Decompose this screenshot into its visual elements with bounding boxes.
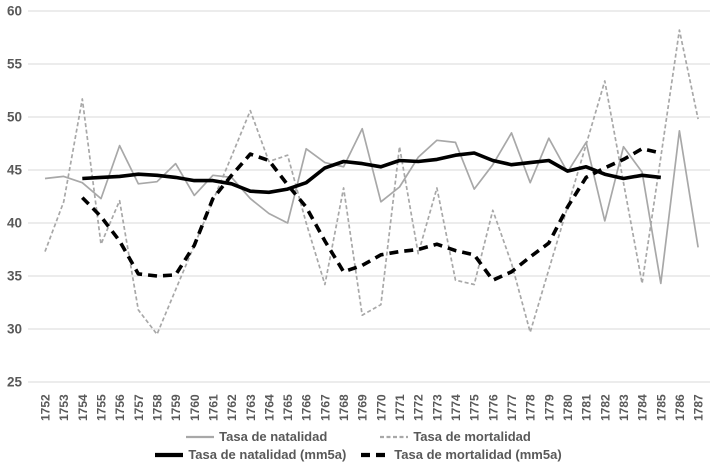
legend-label-natalidad-mm5a: Tasa de natalidad (mm5a) bbox=[188, 447, 347, 462]
mortalidad-line-swatch-icon bbox=[380, 435, 409, 438]
y-axis-tick-label-55: 55 bbox=[7, 57, 23, 72]
series-line-0-tasa-de-natalidad bbox=[44, 127, 699, 285]
legend-row-2: Tasa de natalidad (mm5a) Tasa de mortali… bbox=[154, 447, 562, 462]
line-chart-plot: 25 30 35 40 45 50 55 60 1752 1753 1754 1755 1756 1757… bbox=[7, 4, 710, 421]
x-axis-tick-label-1764: 1764 bbox=[262, 394, 276, 421]
x-axis-tick-label-1785: 1785 bbox=[654, 394, 668, 421]
x-axis-tick-label-1761: 1761 bbox=[206, 394, 220, 421]
x-axis-tick-label-1768: 1768 bbox=[337, 394, 351, 421]
x-axis-tick-label-1769: 1769 bbox=[356, 394, 370, 421]
x-axis-tick-label-1784: 1784 bbox=[636, 394, 650, 421]
legend-item-mortalidad-mm5a: Tasa de mortalidad (mm5a) bbox=[360, 447, 562, 462]
x-axis-tick-label-1770: 1770 bbox=[374, 394, 388, 421]
y-axis-tick-label-60: 60 bbox=[7, 4, 22, 19]
x-axis-tick-label-1782: 1782 bbox=[598, 394, 612, 421]
x-axis-tick-label-1757: 1757 bbox=[132, 394, 146, 421]
x-axis-tick-label-1763: 1763 bbox=[244, 394, 258, 421]
x-axis-tick-label-1783: 1783 bbox=[617, 394, 631, 421]
x-axis-tick-label-1786: 1786 bbox=[673, 394, 687, 421]
x-axis-tick-label-1755: 1755 bbox=[94, 394, 108, 421]
natalidad-line-swatch-icon bbox=[186, 435, 215, 438]
x-axis-tick-label-1759: 1759 bbox=[169, 394, 183, 421]
x-axis-tick-label-1753: 1753 bbox=[57, 394, 71, 421]
y-axis-tick-label-25: 25 bbox=[7, 375, 23, 390]
y-axis-tick-label-50: 50 bbox=[7, 110, 22, 125]
series-line-2-tasa-de-natalidad-mm5a- bbox=[82, 151, 662, 195]
x-axis-tick-label-1771: 1771 bbox=[393, 394, 407, 421]
x-axis-tick-label-1772: 1772 bbox=[412, 394, 426, 421]
x-axis-tick-label-1760: 1760 bbox=[188, 394, 202, 421]
legend-label-mortalidad: Tasa de mortalidad bbox=[413, 429, 531, 444]
x-axis-tick-label-1765: 1765 bbox=[281, 394, 295, 421]
natalidad-mm5a-line-swatch-icon bbox=[155, 452, 184, 457]
y-axis-tick-label-35: 35 bbox=[7, 269, 23, 284]
x-axis-tick-label-1787: 1787 bbox=[692, 394, 706, 421]
series-line-3-tasa-de-mortalidad-mm5a- bbox=[81, 147, 662, 282]
legend-label-natalidad: Tasa de natalidad bbox=[219, 429, 328, 444]
x-axis-tick-label-1775: 1775 bbox=[468, 394, 482, 421]
x-axis-tick-label-1752: 1752 bbox=[39, 394, 53, 421]
x-axis-tick-label-1777: 1777 bbox=[505, 394, 519, 421]
x-axis-tick-label-1754: 1754 bbox=[76, 394, 90, 421]
x-axis-tick-label-1766: 1766 bbox=[300, 394, 314, 421]
legend-item-natalidad: Tasa de natalidad bbox=[185, 429, 327, 444]
legend-item-mortalidad: Tasa de mortalidad bbox=[379, 429, 531, 444]
x-axis-tick-label-1776: 1776 bbox=[486, 394, 500, 421]
legend-row-1: Tasa de natalidad Tasa de mortalidad bbox=[185, 429, 531, 444]
x-axis-tick-label-1762: 1762 bbox=[225, 394, 239, 421]
y-axis-tick-label-30: 30 bbox=[7, 322, 22, 337]
x-axis-tick-label-1774: 1774 bbox=[449, 394, 463, 421]
x-axis-tick-label-1756: 1756 bbox=[113, 394, 127, 421]
x-axis-tick-label-1779: 1779 bbox=[542, 394, 556, 421]
x-axis-tick-label-1780: 1780 bbox=[561, 394, 575, 421]
y-axis-tick-label-40: 40 bbox=[7, 216, 22, 231]
x-axis-tick-label-1778: 1778 bbox=[524, 394, 538, 421]
mortalidad-mm5a-line-swatch-icon bbox=[361, 452, 390, 457]
x-axis-tick-label-1767: 1767 bbox=[318, 394, 332, 421]
x-axis-tick-label-1773: 1773 bbox=[430, 394, 444, 421]
legend-label-mortalidad-mm5a: Tasa de mortalidad (mm5a) bbox=[394, 447, 562, 462]
x-axis-tick-label-1758: 1758 bbox=[150, 394, 164, 421]
x-axis-tick-label-1781: 1781 bbox=[580, 394, 594, 421]
chart-legend: Tasa de natalidad Tasa de mortalidad Tas… bbox=[0, 429, 716, 462]
legend-item-natalidad-mm5a: Tasa de natalidad (mm5a) bbox=[154, 447, 346, 462]
y-axis-tick-label-45: 45 bbox=[7, 163, 23, 178]
series-line-1-tasa-de-mortalidad bbox=[44, 29, 699, 336]
